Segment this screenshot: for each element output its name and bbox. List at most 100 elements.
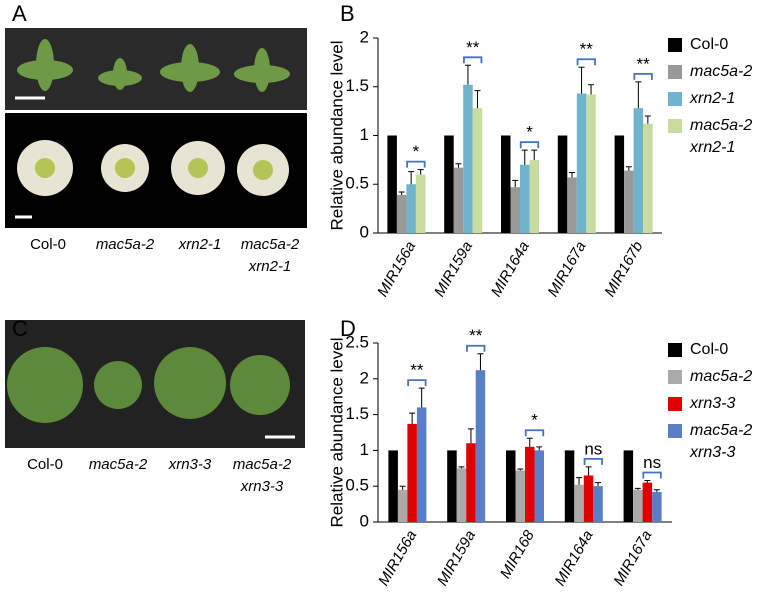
- bar: [466, 443, 476, 522]
- x-tick-label: MIR168: [497, 527, 538, 582]
- y-tick-label: 0: [360, 511, 369, 530]
- y-tick-label: 2: [360, 368, 369, 387]
- bar: [642, 482, 653, 522]
- bar: [444, 135, 454, 233]
- x-tick-label: MIR167a: [545, 238, 590, 299]
- bar: [456, 468, 467, 522]
- legend-label: xrn3-3: [689, 395, 735, 412]
- error-bar: [569, 172, 576, 178]
- photo-caption: mac5a-2: [89, 456, 148, 473]
- legend-label: mac5a-2: [690, 63, 752, 80]
- x-tick-label: MIR167b: [601, 238, 646, 299]
- error-bar: [409, 412, 416, 424]
- bar: [525, 446, 535, 522]
- significance-bracket: [466, 344, 486, 352]
- bar: [472, 108, 483, 233]
- photo-caption: xrn2-1: [178, 236, 222, 253]
- bar: [407, 423, 417, 522]
- bar: [447, 450, 457, 522]
- significance-bracket: [406, 160, 426, 168]
- bar: [557, 135, 568, 233]
- significance-bracket: [642, 471, 662, 479]
- bar: [529, 159, 539, 233]
- y-tick-label: 1: [360, 125, 369, 144]
- legend-label: mac5a-2: [690, 368, 752, 385]
- photo-c-rosettes: [5, 320, 305, 448]
- significance-bracket: [583, 457, 603, 465]
- error-bar: [455, 163, 462, 168]
- error-bar: [464, 64, 471, 85]
- legend-swatch: [668, 119, 682, 133]
- significance-bracket: [576, 58, 596, 66]
- significance-bracket: [519, 141, 540, 149]
- error-bar: [512, 179, 519, 188]
- error-bar: [398, 191, 405, 195]
- significance-label: **: [410, 361, 424, 380]
- bar: [397, 489, 408, 522]
- photo-a-rosettes: [5, 28, 307, 110]
- bar: [534, 450, 544, 522]
- significance-bracket: [463, 56, 483, 64]
- bar: [576, 93, 587, 233]
- y-tick-label: 1: [360, 440, 369, 459]
- bar: [396, 194, 407, 233]
- x-tick-label: MIR156a: [374, 238, 419, 299]
- bar: [567, 177, 577, 233]
- error-bar: [536, 446, 543, 451]
- significance-label: ns: [584, 439, 602, 458]
- bar: [520, 164, 530, 233]
- photo-caption: mac5a-2 xrn3-3: [233, 456, 292, 495]
- bar: [506, 450, 516, 522]
- legend-swatch: [668, 92, 682, 106]
- bar: [463, 84, 473, 233]
- error-bar: [517, 468, 524, 471]
- bar: [623, 450, 634, 522]
- panel-label: B: [340, 1, 355, 26]
- error-bar: [408, 171, 415, 185]
- y-tick-label: 2.5: [345, 332, 369, 351]
- error-bar: [399, 485, 406, 490]
- significance-label: **: [466, 38, 480, 57]
- significance-label: **: [469, 326, 483, 345]
- y-tick-label: 0.5: [345, 174, 369, 193]
- y-tick-label: 1.5: [345, 404, 369, 423]
- bar: [416, 407, 427, 522]
- error-bar: [635, 81, 642, 109]
- error-bar: [578, 66, 585, 94]
- legend-swatch: [668, 65, 682, 79]
- error-bar: [585, 466, 592, 476]
- bar: [583, 475, 594, 522]
- error-bar: [644, 115, 651, 124]
- error-bar: [531, 149, 538, 160]
- legend-label: mac5a-2 xrn3-3: [689, 422, 752, 461]
- x-tick-label: MIR156a: [375, 527, 420, 588]
- bar: [453, 167, 464, 233]
- error-bar: [588, 84, 595, 95]
- bar: [574, 484, 584, 522]
- significance-label: ns: [643, 453, 661, 472]
- x-tick-label: MIR164a: [488, 238, 533, 299]
- bar: [406, 184, 416, 233]
- bar: [643, 123, 653, 233]
- significance-bracket: [407, 379, 427, 387]
- error-bar: [625, 166, 632, 171]
- legend-label: Col-0: [690, 341, 728, 358]
- bar: [501, 135, 511, 233]
- error-bar: [458, 466, 465, 469]
- error-bar: [474, 90, 481, 109]
- error-bar: [467, 428, 474, 444]
- bar: [614, 135, 625, 233]
- x-tick-label: MIR159a: [434, 527, 479, 588]
- significance-bracket: [633, 72, 653, 80]
- legend-label: Col-0: [690, 36, 728, 53]
- photo-caption: Col-0: [27, 456, 63, 473]
- x-tick-label: MIR167a: [610, 527, 655, 588]
- bar: [388, 450, 398, 522]
- error-bar: [576, 477, 583, 485]
- bar: [415, 174, 426, 233]
- x-tick-label: MIR159a: [431, 238, 476, 299]
- error-bar: [417, 169, 424, 175]
- significance-label: *: [413, 142, 420, 161]
- bar: [515, 470, 525, 522]
